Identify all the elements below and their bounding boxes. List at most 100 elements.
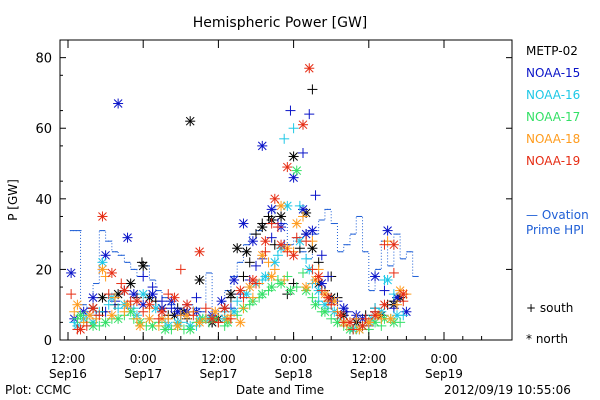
point-north [229,275,240,285]
point-north [106,310,117,321]
point-south [310,190,321,201]
point-south [251,260,261,271]
point-south [323,271,334,282]
point-south [175,264,186,275]
legend-entry: NOAA-19 [526,154,580,168]
point-north [370,271,381,282]
legend-entry: NOAA-16 [526,88,580,102]
x-tick-label-date: Sep19 [425,367,463,381]
point-north [298,119,308,130]
point-north [138,260,149,271]
point-south [307,264,318,275]
point-north [276,239,287,250]
point-south [307,84,318,95]
point-south [232,296,243,307]
point-north [357,320,368,331]
point-north [291,218,302,229]
point-south [260,246,271,257]
point-south [272,222,283,233]
x-tick-label-time: 12:00 [51,352,86,366]
x-tick-label-time: 12:00 [352,352,387,366]
point-north [97,264,108,275]
y-tick-label: 60 [35,122,52,137]
point-south [247,292,258,303]
point-north [285,285,296,296]
point-north [169,292,180,303]
point-north [147,289,158,300]
point-north [238,218,249,229]
legend-entry: NOAA-15 [526,66,580,80]
point-north [160,324,171,335]
point-north [100,317,111,328]
data-points [66,63,412,335]
point-north [72,299,83,310]
point-north [138,289,149,300]
point-north [66,267,77,278]
x-tick-label-time: 0:00 [431,352,458,366]
point-south [110,292,120,303]
point-south [392,299,402,310]
point-north [131,296,142,307]
plot-frame [59,39,513,341]
point-north [257,140,268,151]
point-north [247,275,258,285]
point-south [103,289,114,300]
chart-title: Hemispheric Power [GW] [193,15,368,31]
point-north [257,289,268,300]
point-north [88,292,99,303]
point-north [398,289,409,300]
point-south [298,211,308,222]
point-north [135,320,146,331]
y-axis-label: P [GW] [6,179,20,221]
point-north [288,151,299,162]
point-north [119,285,130,296]
point-north [323,292,334,303]
point-south [291,232,302,243]
point-north [257,222,268,233]
point-north [301,282,312,293]
x-tick-label-date: Sep18 [275,367,313,381]
legend-north-marker: * north [526,332,568,346]
point-south [298,147,308,158]
point-north [307,225,318,236]
point-north [194,317,205,328]
point-north [172,320,183,331]
point-south [266,218,277,229]
x-axis: 12:00Sep160:00Sep1712:00Sep170:00Sep1812… [49,40,483,381]
legend: METP-02 NOAA-15 NOAA-16 NOAA-17 NOAA-18 NOAA-… [526,44,580,168]
x-tick-label-date: Sep17 [199,367,237,381]
point-north [157,306,167,317]
point-north [113,98,124,109]
legend-entry: NOAA-17 [526,110,580,124]
point-north [106,267,117,278]
point-north [75,324,86,335]
point-north [260,236,271,247]
y-tick-label: 20 [35,263,52,278]
point-south [138,306,149,317]
point-north [282,162,293,173]
point-north [382,275,393,285]
x-tick-label-time: 0:00 [130,352,157,366]
point-north [97,211,108,222]
point-south [191,292,202,303]
point-north [194,246,205,257]
point-south [379,239,390,250]
point-south [279,133,290,144]
point-north [144,313,155,324]
point-north [335,310,346,321]
x-axis-label: Date and Time [236,383,324,397]
point-north [185,116,196,127]
point-north [207,313,218,324]
point-north [388,239,399,250]
point-south [188,310,199,321]
x-tick-label-time: 12:00 [201,352,236,366]
point-south [388,267,399,278]
point-north [385,313,396,324]
point-north [113,313,124,324]
point-north [194,275,205,285]
point-south [316,250,327,261]
ovation-legend: — Ovation Prime HPI [526,208,589,237]
point-north [225,289,236,300]
point-north [144,299,155,310]
